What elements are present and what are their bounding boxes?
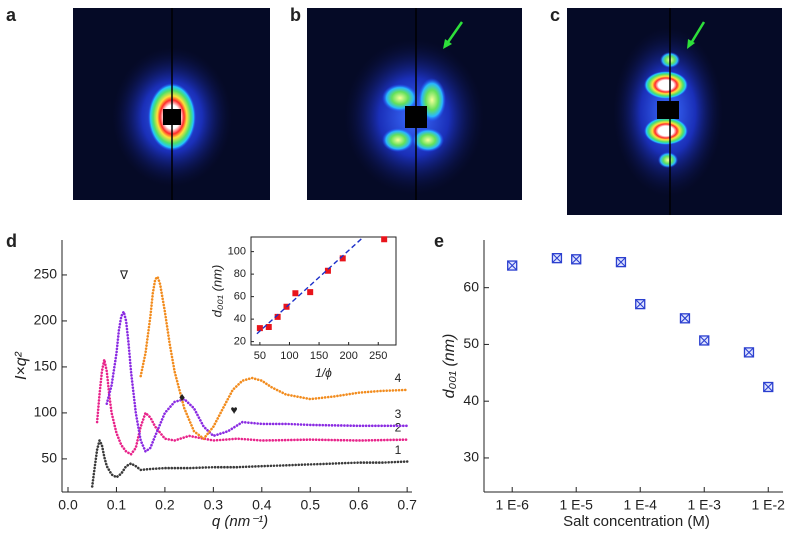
- x-tick-label: 1 E-4: [623, 497, 657, 513]
- x-axis-label: Salt concentration (M): [563, 513, 710, 530]
- y-tick-label: 20: [234, 336, 246, 348]
- x-tick-label: 200: [339, 350, 357, 362]
- data-point: [324, 267, 331, 274]
- y-axis-label: d₀₀₁ (nm): [441, 334, 458, 399]
- x-tick-label: 0.6: [349, 497, 369, 513]
- data-line: [90, 436, 409, 488]
- x-tick-label: 1 E-2: [752, 497, 786, 513]
- series-label: 4: [395, 371, 402, 385]
- data-point: [256, 325, 263, 332]
- data-line: [95, 359, 409, 456]
- x-tick-label: 0.0: [58, 497, 78, 513]
- marker-cross: [507, 260, 518, 271]
- data-point: [265, 324, 272, 330]
- data-point: [763, 381, 774, 393]
- scattering-image: [307, 8, 522, 200]
- x-tick-label: 50: [254, 350, 266, 362]
- y-tick-label: 250: [34, 266, 58, 282]
- marker-cross: [635, 299, 646, 310]
- y-axis-label: I×q²: [13, 351, 30, 380]
- peak-annotation: ♦: [179, 390, 185, 404]
- marker-cross: [616, 257, 626, 268]
- x-axis-label: q (nm⁻¹): [212, 513, 268, 530]
- data-line: [105, 308, 409, 454]
- marker-cross: [744, 347, 754, 358]
- panel-label: b: [290, 5, 301, 25]
- data-point: [635, 298, 646, 310]
- data-point: [679, 313, 691, 324]
- series-label: 2: [395, 421, 402, 435]
- data-point: [292, 290, 299, 297]
- peak-annotation: ♥: [230, 403, 237, 417]
- data-point: [307, 289, 314, 296]
- series-label: 1: [395, 443, 402, 457]
- marker-cross: [680, 313, 690, 324]
- chart-panel: 0.0 0.1 0.2 0.3 0.4 0.5 0.6 0.750100150200250q …: [6, 231, 417, 530]
- y-tick-label: 30: [463, 449, 479, 465]
- x-tick-label: 1 E-5: [559, 497, 593, 513]
- y-tick-label: 100: [34, 404, 58, 420]
- marker-cross: [699, 335, 710, 346]
- data-point: [551, 253, 563, 264]
- y-tick-label: 40: [234, 313, 246, 325]
- series-label: 3: [395, 407, 402, 421]
- x-tick-label: 0.1: [107, 497, 127, 513]
- data-point: [507, 260, 518, 271]
- data-point: [743, 347, 755, 358]
- x-tick-label: 0.7: [397, 497, 417, 513]
- y-tick-label: 60: [463, 278, 479, 294]
- panel-label: d: [6, 231, 17, 251]
- x-tick-label: 0.5: [301, 497, 321, 513]
- y-tick-label: 40: [463, 392, 479, 408]
- data-point: [339, 255, 346, 262]
- y-axis-label: d₀₀₁ (nm): [209, 265, 224, 318]
- chart-panel: 1 E-6 1 E-5 1 E-4 1 E-3 1 E-2 30 40 50 60 Salt co…: [434, 231, 785, 530]
- y-tick-label: 60: [234, 291, 246, 303]
- x-tick-label: 250: [369, 350, 387, 362]
- data-point: [615, 256, 627, 268]
- y-tick-label: 200: [34, 312, 58, 328]
- marker-cross: [571, 254, 582, 265]
- data-point: [699, 335, 710, 346]
- x-axis-label: 1/ϕ: [315, 366, 332, 380]
- x-tick-label: 0.2: [155, 497, 175, 513]
- x-tick-label: 1 E-3: [688, 497, 722, 513]
- peak-annotation: ∇: [119, 268, 129, 282]
- marker-cross: [763, 382, 774, 392]
- y-tick-label: 80: [234, 268, 246, 280]
- x-tick-label: 1 E-6: [495, 497, 529, 513]
- panel-label: c: [550, 5, 560, 25]
- data-point: [274, 313, 281, 320]
- data-point: [571, 254, 582, 265]
- x-tick-label: 0.4: [252, 497, 272, 513]
- marker-cross: [552, 253, 562, 264]
- data-line: [139, 274, 409, 441]
- y-tick-label: 50: [41, 450, 57, 466]
- panel-label: a: [6, 5, 17, 25]
- data-point: [381, 236, 388, 243]
- scattering-image: [567, 8, 782, 215]
- x-tick-label: 150: [310, 350, 328, 362]
- y-tick-label: 50: [463, 335, 479, 351]
- x-tick-label: 100: [280, 350, 298, 362]
- panel-label: e: [434, 231, 444, 251]
- y-tick-label: 150: [34, 358, 58, 374]
- scattering-image: [73, 8, 270, 200]
- x-tick-label: 0.3: [204, 497, 224, 513]
- plot-frame: [250, 236, 397, 346]
- y-tick-label: 100: [228, 246, 246, 258]
- chart-panel: 50 100 150 200 250 20 40 60 80 100 1/ϕ d₀₀₁ (nm): [209, 236, 397, 380]
